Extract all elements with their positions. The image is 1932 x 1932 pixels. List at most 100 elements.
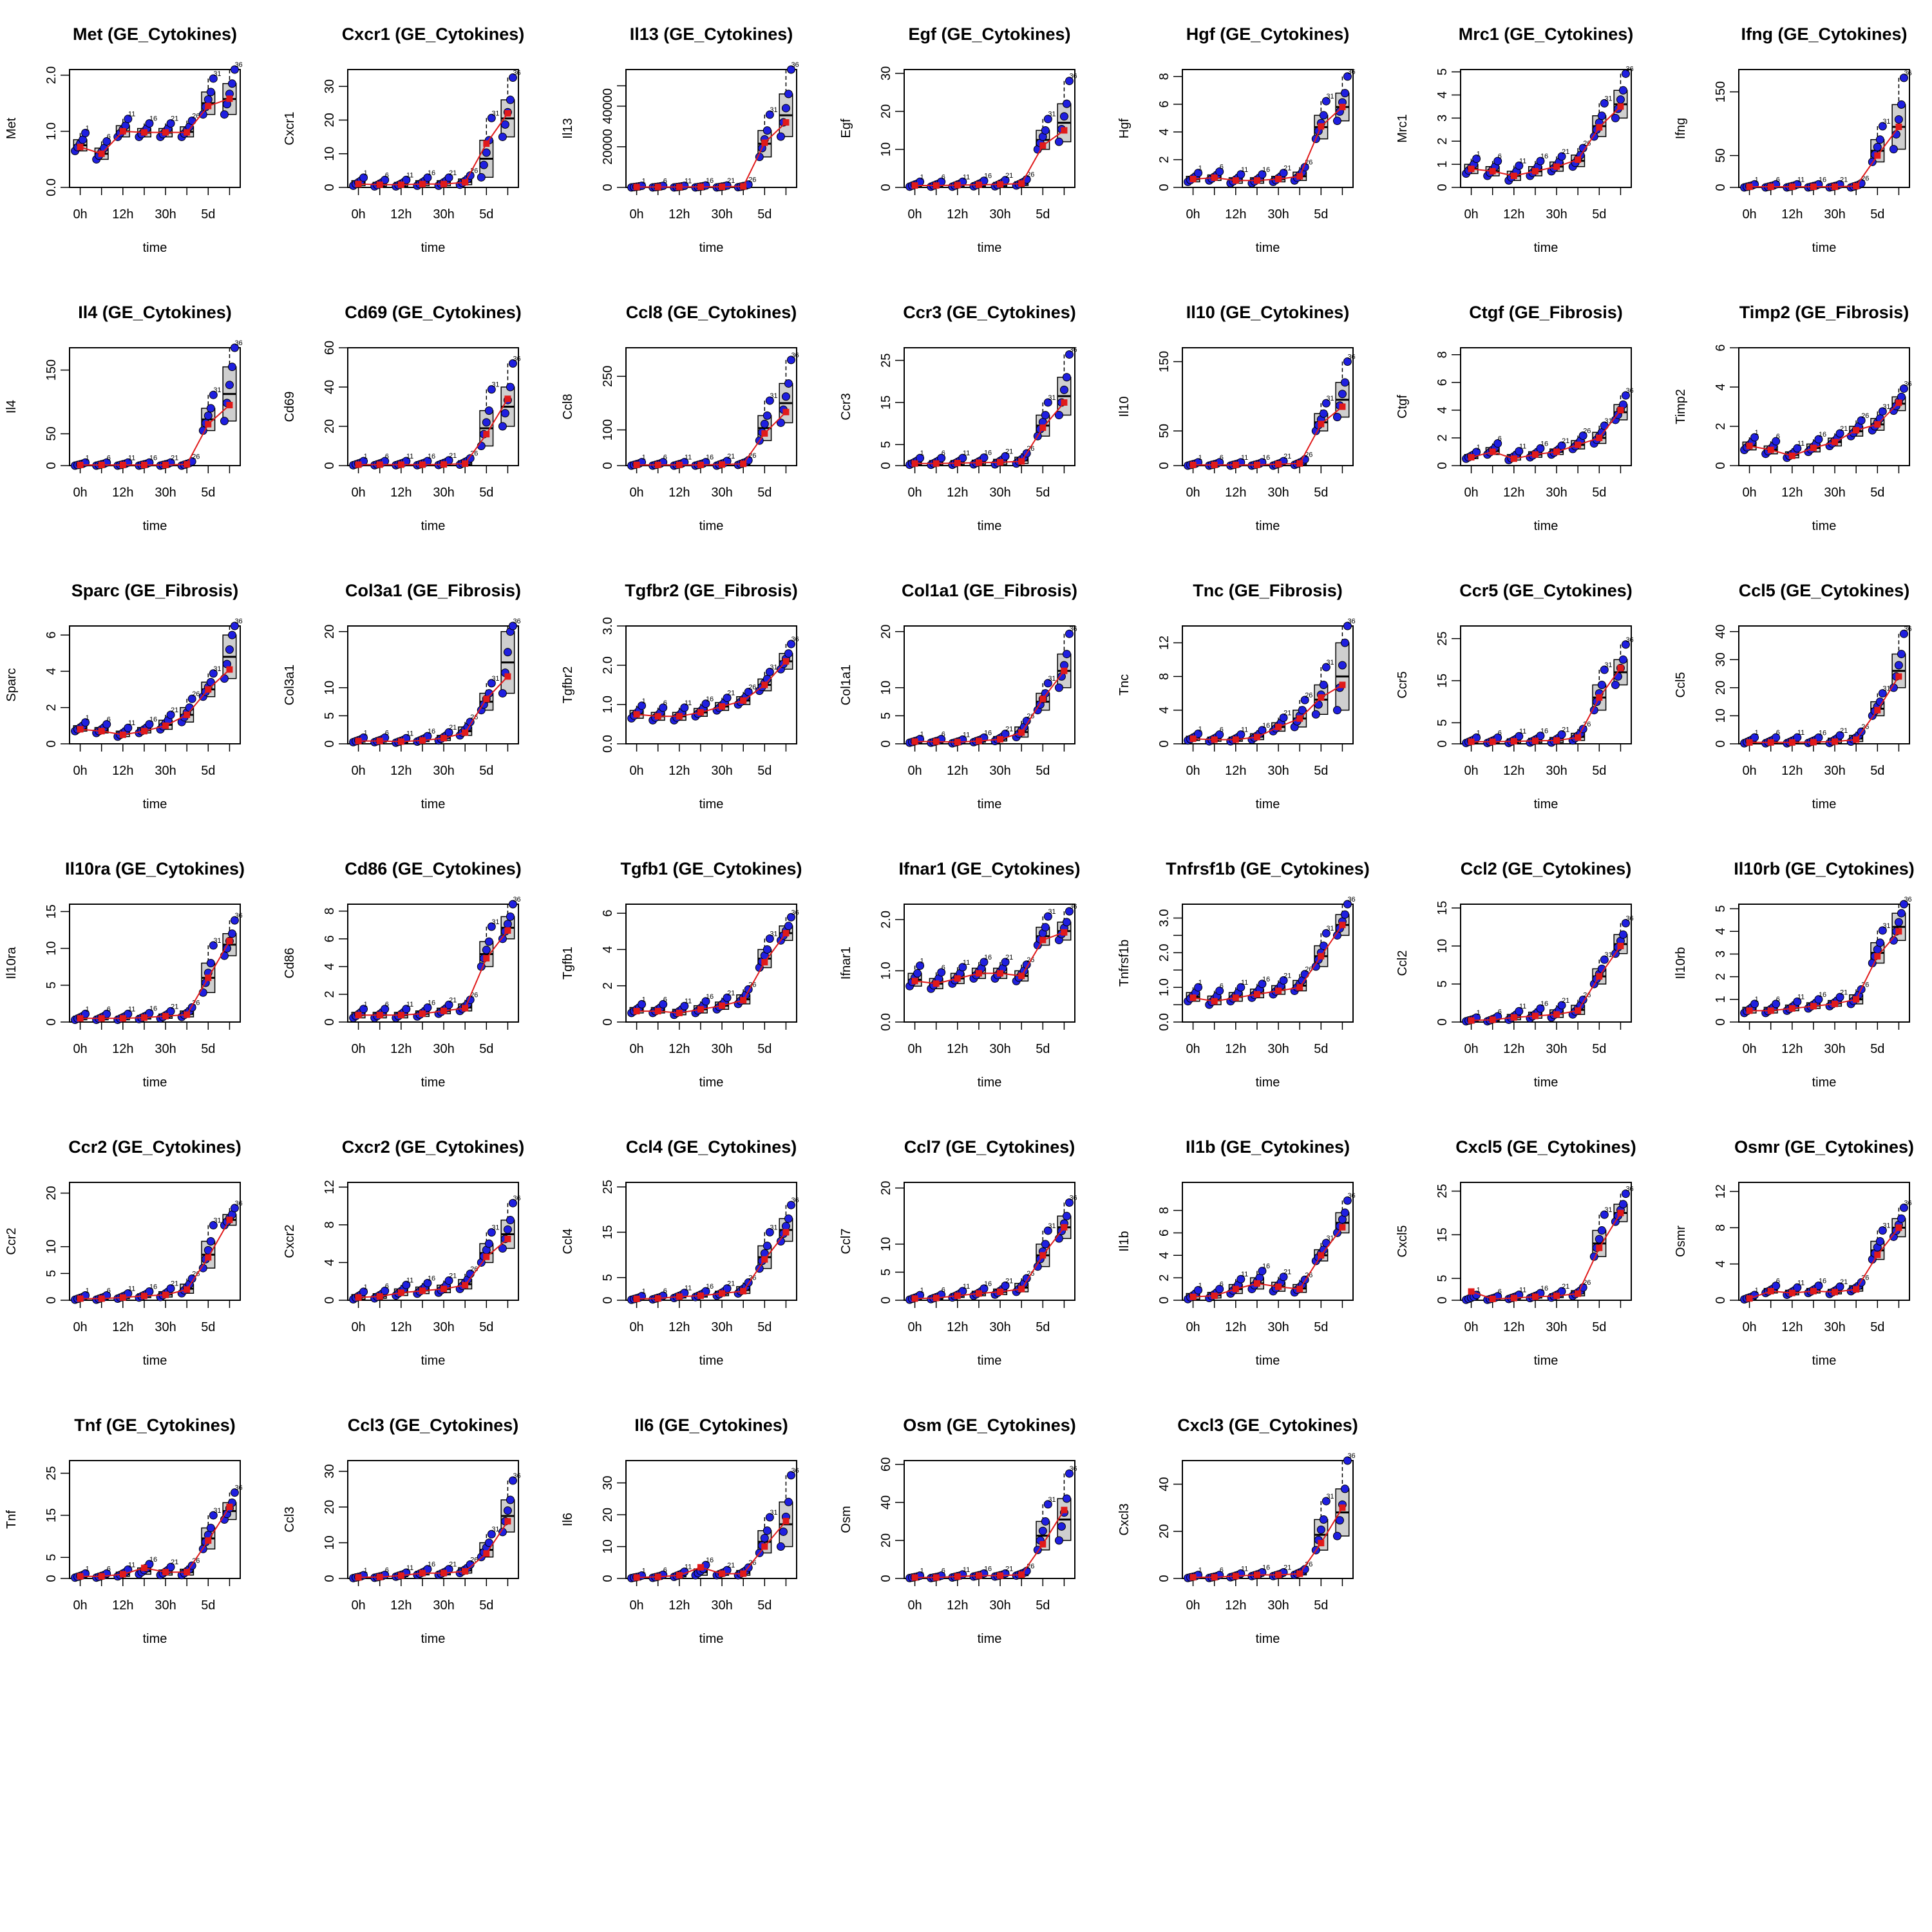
mean-marker [205,421,212,428]
x-tick-label: 0h [1464,207,1478,222]
y-tick-label: 0 [44,1018,59,1025]
point-label: 21 [727,177,735,185]
point-label: 36 [791,636,799,643]
mean-marker [140,129,147,136]
mean-marker [119,1571,126,1578]
x-tick-label: 12h [947,486,968,500]
sample-point [1616,95,1625,104]
y-tick-label: 0 [323,1018,337,1025]
mean-marker [98,1295,105,1302]
y-axis-label: Tnc [1117,674,1132,696]
x-tick-label: 30h [1824,764,1845,778]
sample-point [1001,958,1010,967]
panel-mrc1: Mrc1 (GE_Cytokines) 0 1 2 3 4 5 Mrc1 0h 12h 30h 5d t… [1396,24,1634,255]
point-label: 26 [1861,981,1869,989]
sample-point [230,1204,239,1213]
point-label: 16 [1819,729,1826,737]
x-tick-label: 12h [1781,1042,1803,1056]
plot-frame [347,904,519,1023]
sample-point [1319,1515,1328,1524]
x-tick-label: 5d [757,1042,772,1056]
sample-point [1338,661,1347,670]
mean-marker [676,461,683,468]
mean-marker [1189,1293,1197,1300]
x-axis-label: time [699,519,724,533]
sample-point [206,959,215,967]
sample-point [1597,111,1606,120]
mean-marker [1553,1293,1560,1300]
mean-marker [1039,424,1046,431]
x-tick-label: 12h [390,1598,412,1613]
mean-marker [504,395,511,402]
y-tick-label: 5 [323,712,337,719]
plot-title: Tnc (GE_Fibrosis) [1193,581,1343,600]
y-tick-label: 3 [1435,115,1450,122]
mean-marker [355,1294,362,1301]
sample-point [776,418,785,427]
mean-marker [1061,667,1068,674]
mean-marker [1468,1017,1475,1024]
y-tick-label: 20 [1714,681,1728,695]
y-tick-label: 5 [1435,719,1450,726]
x-axis-label: time [143,241,167,255]
sample-point [1899,384,1908,393]
mean-marker [676,1293,683,1300]
point-label: 1 [1755,429,1759,437]
x-axis-label: time [421,1075,446,1090]
x-axis-label: time [143,519,167,533]
point-label: 16 [149,115,157,123]
point-label: 16 [1262,454,1270,462]
point-label: 1 [920,450,924,457]
x-axis-label: time [1256,519,1280,533]
plot-frame [69,69,241,188]
mean-line [80,404,231,466]
mean-marker [1553,737,1560,744]
mean-marker [676,1572,683,1579]
sample-point [220,674,229,683]
point-label: 11 [1519,1286,1526,1294]
point-label: 36 [513,896,520,904]
mean-marker [1874,1251,1881,1258]
point-label: 36 [513,70,520,77]
point-label: 11 [1519,443,1526,451]
y-tick-label: 2.0 [44,66,59,84]
mean-marker [761,430,768,437]
point-label: 6 [942,1286,945,1294]
y-tick-label: 25 [1435,631,1450,645]
mean-marker [1553,163,1560,170]
sample-point [225,381,234,390]
x-axis-label: time [421,1354,446,1368]
y-axis-label: Il1b [1117,1231,1132,1251]
x-tick-label: 5d [757,1598,772,1613]
point-label: 31 [491,675,499,683]
mean-marker [483,954,490,961]
mean-line [80,668,231,735]
sample-point [230,65,239,74]
sample-point [1258,170,1267,179]
x-tick-label: 30h [989,1320,1010,1334]
x-tick-label: 5d [1036,764,1050,778]
mean-marker [782,658,790,665]
point-label: 16 [428,169,435,177]
point-label: 21 [1005,1277,1013,1285]
point-label: 36 [1069,73,1077,80]
point-label: 11 [963,959,970,967]
sample-point [1038,1526,1047,1535]
y-tick-label: 30 [601,1475,615,1490]
point-label: 6 [1776,729,1780,737]
mean-marker [77,462,84,469]
mean-marker [1318,952,1325,960]
mean-marker [933,460,940,467]
mean-marker [1189,176,1197,183]
plot-title: Osm (GE_Cytokines) [903,1416,1076,1435]
x-tick-label: 30h [433,1320,454,1334]
point-label: 36 [791,61,799,69]
point-label: 1 [1755,176,1759,184]
mean-marker [1039,142,1046,149]
point-label: 11 [963,450,970,457]
mean-marker [1061,399,1068,406]
sample-point [1043,912,1052,921]
mean-marker [1767,446,1774,453]
point-label: 6 [663,177,667,185]
x-axis-label: time [699,1354,724,1368]
